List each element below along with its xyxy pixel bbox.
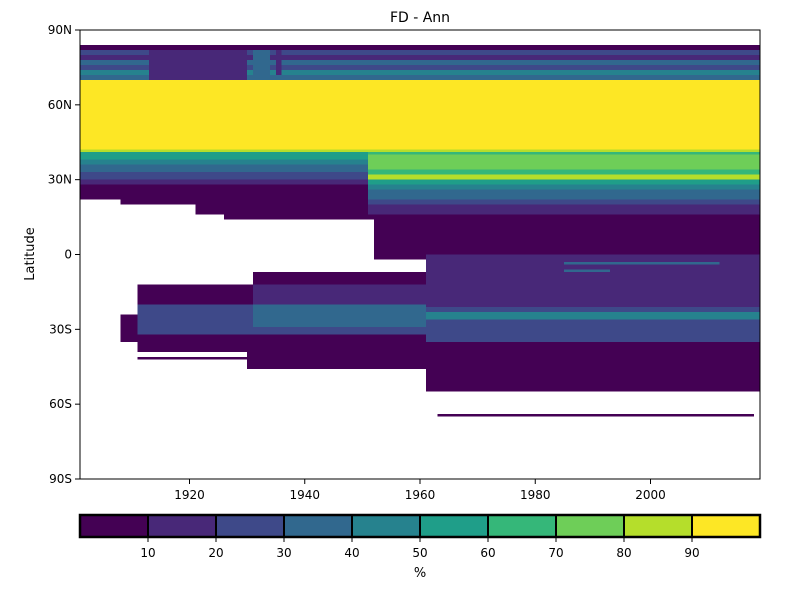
heatmap-cell-26 [368, 184, 760, 190]
colorbar-segment-7 [556, 515, 624, 537]
heatmap-cell-3 [80, 59, 760, 65]
colorbar-tick-label: 70 [548, 546, 563, 560]
heatmap-cell-49 [564, 261, 720, 265]
colorbar-segment-8 [624, 515, 692, 537]
colorbar [78, 513, 762, 539]
y-tick-label: 30N [48, 173, 72, 187]
heatmap-cell-41 [137, 334, 248, 352]
heatmap-cell-13 [80, 159, 369, 165]
heatmap-cell-19 [195, 204, 369, 215]
heatmap-cell-6 [80, 74, 760, 80]
heatmap-cell-15 [80, 172, 369, 180]
heatmap-cell-36 [252, 284, 426, 305]
colorbar-tick-label: 10 [140, 546, 155, 560]
heatmap-cell-17 [80, 184, 369, 200]
colorbar-tick-label: 30 [276, 546, 291, 560]
y-tick-label: 60N [48, 98, 72, 112]
heatmap-cell-18 [120, 199, 369, 205]
x-tick-label: 1920 [174, 488, 205, 502]
heatmap-cell-8 [252, 49, 271, 75]
colorbar-tick-label: 80 [616, 546, 631, 560]
x-tick-label: 1980 [520, 488, 551, 502]
heatmap-cell-27 [368, 189, 760, 200]
x-tick-label: 1940 [289, 488, 320, 502]
heatmap-cell-21 [368, 152, 760, 155]
heatmap-cell-12 [80, 152, 369, 160]
heatmap-cell-32 [373, 254, 426, 260]
colorbar-segment-1 [148, 515, 216, 537]
colorbar-label: % [414, 566, 426, 581]
y-axis: 90N 60N 30N 0 30S 60S 90S [48, 23, 80, 486]
colorbar-segment-0 [80, 515, 148, 537]
colorbar-segment-3 [284, 515, 352, 537]
colorbar-segment-2 [216, 515, 284, 537]
heatmap-cell-1 [80, 49, 760, 55]
heatmap-cell-39 [247, 326, 426, 335]
heatmap-cell-48 [437, 414, 755, 417]
heatmap-cell-11 [80, 149, 760, 153]
heatmap-cell-25 [368, 179, 760, 185]
colorbar-tick-label: 60 [480, 546, 495, 560]
heatmap-cell-20 [224, 214, 369, 220]
y-tick-label: 0 [64, 248, 72, 262]
heatmap-cell-16 [80, 179, 369, 185]
x-tick-label: 1960 [405, 488, 436, 502]
colorbar-segment-5 [420, 515, 488, 537]
heatmap-cell-0 [80, 44, 760, 50]
colorbar-segment-6 [488, 515, 556, 537]
colorbar-tick-label: 50 [412, 546, 427, 560]
heatmap-cell-34 [252, 271, 426, 285]
heatmap-cell-9 [275, 49, 282, 75]
heatmap-cell-40 [120, 314, 138, 342]
y-tick-label: 30S [49, 322, 72, 336]
heatmap-cell-44 [425, 311, 760, 320]
colorbar-ticks: 10 20 30 40 50 60 70 80 90 [140, 537, 700, 560]
heatmap-cell-37 [137, 304, 253, 335]
colorbar-segment-4 [352, 515, 420, 537]
x-tick-label: 2000 [635, 488, 666, 502]
heatmap-cell-42 [247, 334, 426, 370]
colorbar-tick-label: 20 [208, 546, 223, 560]
heatmap-cell-28 [368, 199, 760, 205]
heatmap-cell-31 [373, 219, 760, 255]
heatmap-cell-35 [137, 284, 253, 305]
heatmap-cell-2 [80, 54, 760, 60]
heatmap-cell-24 [368, 174, 760, 180]
heatmap-cell-50 [564, 269, 611, 272]
heatmap-cell-22 [368, 154, 760, 170]
heatmap-cell-38 [252, 304, 426, 327]
heatmap-cell-10 [80, 79, 760, 150]
y-tick-label: 90S [49, 472, 72, 486]
heatmap-cell-5 [80, 69, 760, 75]
heatmap-cell-46 [425, 341, 760, 392]
heatmap-cell-4 [80, 64, 760, 70]
colorbar-tick-label: 90 [684, 546, 699, 560]
plot-area [79, 29, 761, 480]
heatmap-cell-29 [368, 204, 760, 215]
heatmap-cells [80, 44, 760, 417]
y-tick-label: 60S [49, 397, 72, 411]
colorbar-tick-label: 40 [344, 546, 359, 560]
heatmap-cell-7 [149, 49, 248, 80]
heatmap-cell-43 [425, 306, 760, 312]
y-tick-label: 90N [48, 23, 72, 37]
x-axis: 1920 1940 1960 1980 2000 [174, 479, 666, 502]
heatmap-cell-23 [368, 169, 760, 175]
colorbar-segment-9 [692, 515, 760, 537]
heatmap-cell-47 [137, 356, 248, 360]
heatmap-cell-14 [80, 164, 369, 173]
heatmap-cell-30 [368, 214, 760, 220]
chart-title: FD - Ann [390, 10, 450, 26]
heatmap-cell-45 [425, 319, 760, 342]
y-axis-label: Latitude [23, 227, 38, 281]
